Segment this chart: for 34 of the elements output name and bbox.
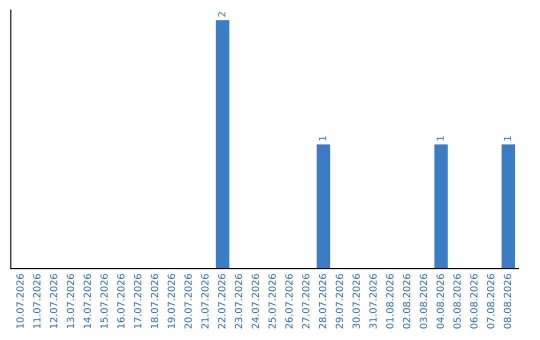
- data-label: 1: [319, 136, 326, 141]
- x-tick-label: 05.08.2026: [453, 274, 461, 328]
- x-tick-label: 22.07.2026: [218, 274, 226, 328]
- x-tick-label: 24.07.2026: [252, 274, 260, 328]
- x-tick-label: 08.08.2026: [504, 274, 512, 328]
- x-tick-label: 16.07.2026: [117, 274, 125, 328]
- x-tick-label: 27.07.2026: [302, 274, 310, 328]
- data-label: 2: [218, 12, 226, 17]
- x-tick-label: 12.07.2026: [50, 274, 58, 328]
- x-tick-label: 26.07.2026: [285, 274, 293, 328]
- x-tick-label: 25.07.2026: [268, 274, 276, 328]
- x-tick-label: 23.07.2026: [234, 274, 242, 328]
- x-tick-label: 19.07.2026: [168, 274, 175, 328]
- x-tick-label: 06.08.2026: [470, 274, 478, 328]
- data-label: 1: [436, 136, 444, 141]
- x-tick-label: 31.07.2026: [369, 274, 377, 328]
- x-tick-label: 03.08.2026: [420, 274, 428, 328]
- x-tick-label: 10.07.2026: [16, 274, 24, 328]
- x-tick-label: 02.08.2026: [402, 274, 410, 328]
- x-tick-label: 01.08.2026: [386, 274, 394, 328]
- x-tick-label: 29.07.2026: [336, 274, 344, 328]
- x-tick-label: 15.07.2026: [100, 274, 108, 328]
- x-tick-label: 28.07.2026: [318, 274, 326, 328]
- x-tick-label: 04.08.2026: [436, 274, 444, 328]
- x-tick-label: 18.07.2026: [150, 274, 158, 328]
- x-tick-label: 11.07.2026: [33, 274, 41, 328]
- data-label: 1: [504, 136, 511, 141]
- x-tick-label: 17.07.2026: [134, 274, 142, 328]
- x-tick-label: 14.07.2026: [84, 274, 91, 328]
- x-tick-label: 30.07.2026: [352, 274, 360, 328]
- x-tick-label: 07.08.2026: [486, 274, 494, 328]
- x-tick-label: 20.07.2026: [184, 274, 192, 328]
- x-tick-label: 21.07.2026: [201, 274, 209, 328]
- x-tick-label: 13.07.2026: [66, 274, 74, 328]
